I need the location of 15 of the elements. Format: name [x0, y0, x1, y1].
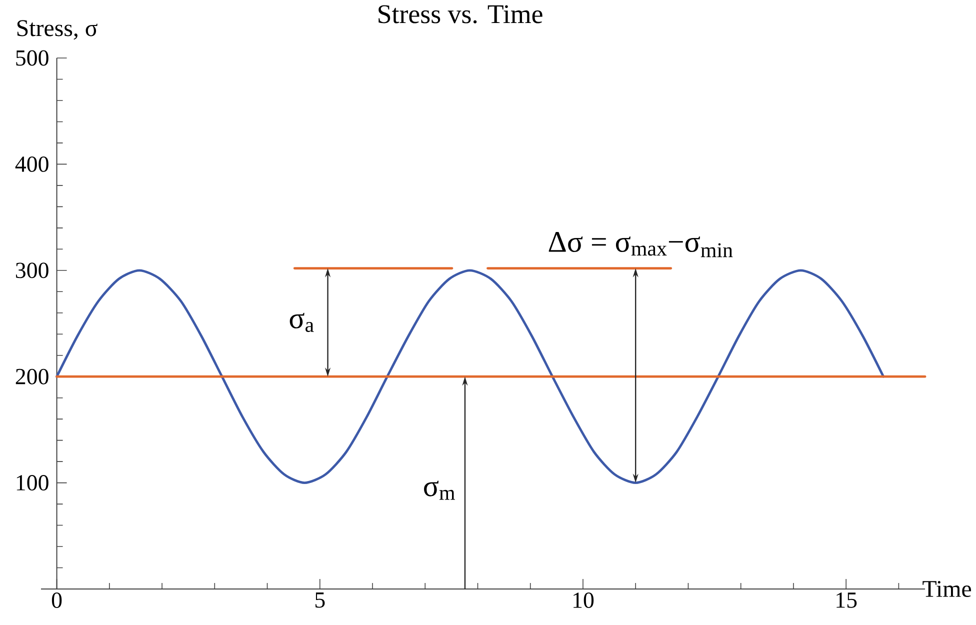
x-tick-label: 5: [315, 592, 325, 608]
x-tick-label: 10: [574, 592, 594, 608]
annotation: σ$_{a}$: [290, 312, 314, 332]
y-tick-label: 500: [16, 50, 48, 66]
x-tick-label: 15: [836, 592, 857, 608]
x-axis-title: Time: [922, 580, 972, 598]
y-tick-label: 400: [15, 156, 48, 172]
chart-title: Stress vs. Time: [378, 5, 542, 24]
y-tick-label: 200: [16, 368, 48, 384]
y-tick-label: 100: [16, 475, 48, 491]
x-tick-label: 0: [52, 592, 62, 608]
annotation: σ$_{m}$: [424, 480, 455, 500]
annotation: Δσ = σ$_{max}$−σ$_{min}$: [548, 232, 733, 258]
y-tick-label: 300: [16, 262, 48, 278]
y-axis-title: Stress, σ: [17, 20, 98, 40]
